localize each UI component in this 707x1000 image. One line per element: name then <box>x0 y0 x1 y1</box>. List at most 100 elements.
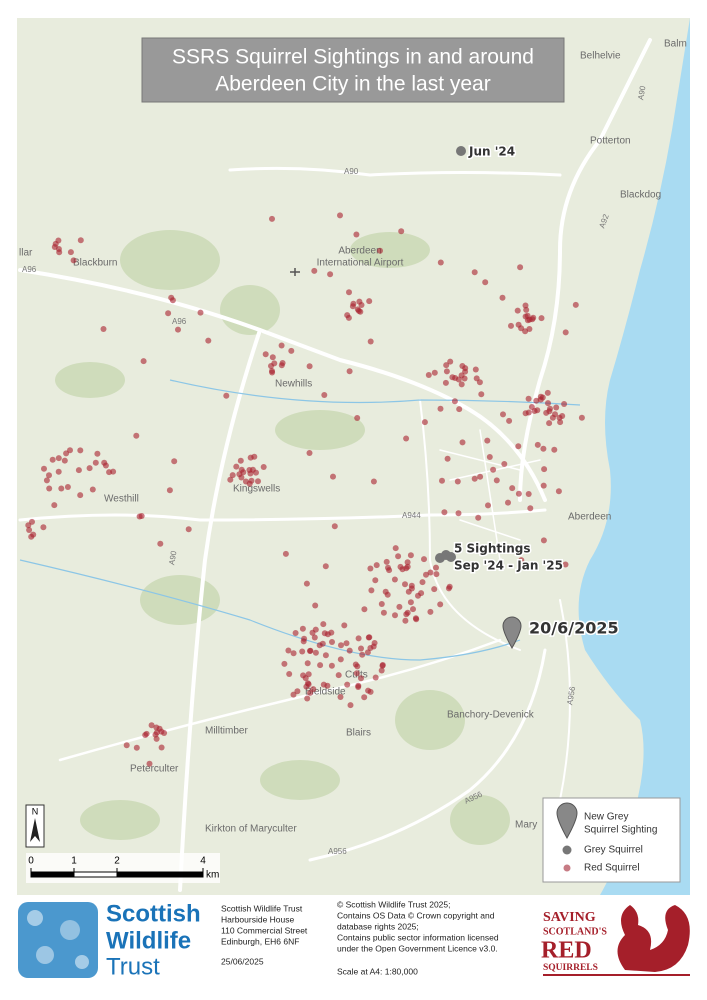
ssrs-text: SAVING <box>543 910 596 925</box>
red-sighting <box>353 231 360 238</box>
annotation: 5 Sightings <box>454 542 531 556</box>
red-sighting <box>279 360 286 366</box>
red-sighting <box>533 397 540 404</box>
place: Kingswells <box>233 484 280 495</box>
red-sighting <box>359 651 366 658</box>
rivers <box>19 379 581 661</box>
red-sighting <box>427 569 434 576</box>
red-sighting <box>559 413 566 419</box>
red-sighting <box>55 237 62 244</box>
place: Peterculter <box>130 764 179 775</box>
red-sighting <box>303 580 310 587</box>
red-sighting <box>341 622 348 629</box>
red-sighting <box>269 354 276 361</box>
red-sighting <box>310 686 317 693</box>
red-sighting <box>433 571 440 578</box>
red-sighting <box>346 647 353 654</box>
red-sighting <box>100 326 107 332</box>
place-labels: Belhelvie Balm Potterton Blackdog Blackb… <box>19 39 687 835</box>
ssrs-text: SCOTLAND'S <box>543 926 607 937</box>
red-sighting <box>288 347 295 354</box>
red-sighting <box>246 480 253 487</box>
red-sighting <box>478 391 485 398</box>
red-sighting <box>28 533 35 540</box>
red-sighting <box>562 561 569 568</box>
red-sighting <box>146 760 153 767</box>
road-label: A944 <box>402 511 421 520</box>
red-sighting <box>51 502 58 509</box>
red-sighting <box>372 674 379 681</box>
red-sighting <box>514 307 521 314</box>
red-sighting <box>61 457 68 464</box>
red-sighting <box>278 342 285 349</box>
red-sighting <box>358 645 364 652</box>
legend: New Grey Squirrel Sighting Grey Squirrel… <box>542 797 681 883</box>
red-sighting <box>367 565 374 572</box>
red-sighting <box>403 565 410 572</box>
red-sighting <box>368 587 375 594</box>
red-sighting <box>153 735 160 742</box>
red-sighting <box>358 302 365 308</box>
red-sighting <box>101 459 108 466</box>
red-sighting <box>335 672 342 679</box>
red-sighting <box>227 476 234 483</box>
red-sighting <box>205 337 212 344</box>
map-title: Aberdeen City in the last year <box>215 73 490 96</box>
red-sighting <box>403 611 410 618</box>
red-sighting <box>77 492 84 499</box>
red-sighting <box>361 694 368 701</box>
north-label: N <box>32 806 39 816</box>
red-sighting <box>311 267 318 274</box>
red-sighting <box>285 647 292 654</box>
road-label: A90 <box>344 167 359 176</box>
red-sighting <box>86 465 93 472</box>
red-sighting <box>439 477 445 484</box>
place: Kirkton of Maryculter <box>205 824 297 835</box>
red-squirrel-sightings <box>25 212 585 767</box>
red-sighting <box>525 491 532 497</box>
red-sighting <box>425 372 432 378</box>
red-sighting <box>545 400 551 407</box>
place: Balm <box>664 39 687 50</box>
red-sighting <box>306 363 313 370</box>
scale-segment <box>117 872 203 877</box>
scale-label: 1 <box>71 856 77 867</box>
red-sighting <box>383 558 390 565</box>
red-sighting <box>357 308 364 315</box>
red-sighting <box>238 474 245 481</box>
red-sighting <box>304 695 311 702</box>
red-sighting <box>316 642 323 649</box>
red-sighting <box>77 237 84 244</box>
red-sighting <box>472 366 479 373</box>
red-sighting <box>303 683 310 690</box>
date: 25/06/2025 <box>221 956 264 966</box>
red-sighting <box>331 523 338 530</box>
place: Blackdog <box>620 190 661 201</box>
red-sighting <box>366 298 373 305</box>
red-sighting <box>346 289 352 296</box>
red-sighting <box>306 450 313 456</box>
red-sighting <box>442 379 449 386</box>
red-sighting <box>447 358 454 365</box>
red-sighting <box>551 446 558 453</box>
red-sighting <box>404 559 411 566</box>
red-sighting <box>528 404 535 410</box>
red-sighting <box>153 729 160 736</box>
red-sighting <box>171 458 178 465</box>
red-sighting <box>515 443 522 450</box>
red-sighting <box>423 571 429 578</box>
swt-logo-text: Scottish <box>106 900 201 927</box>
copyright: Contains OS Data © Crown copyright and <box>337 910 495 920</box>
red-sighting <box>415 592 421 599</box>
red-sighting <box>522 302 529 309</box>
red-sighting <box>391 576 398 583</box>
red-sighting <box>346 368 353 375</box>
red-sighting <box>462 368 469 375</box>
red-sighting <box>46 472 52 479</box>
place: International Airport <box>317 258 404 269</box>
address: Edinburgh, EH6 6NF <box>221 936 299 946</box>
address: Harbourside House <box>221 914 295 924</box>
red-sighting <box>538 315 545 322</box>
scale-text: Scale at A4: 1:80,000 <box>337 966 418 976</box>
address: Scottish Wildlife Trust <box>221 903 303 913</box>
